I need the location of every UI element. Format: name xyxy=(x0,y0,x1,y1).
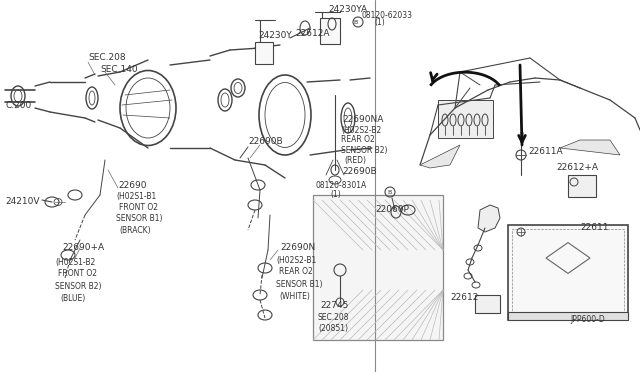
Bar xyxy=(320,18,340,44)
Text: 22690+A: 22690+A xyxy=(62,244,104,253)
Text: 22690N: 22690N xyxy=(280,244,316,253)
Text: REAR O2: REAR O2 xyxy=(279,267,313,276)
Text: 22612+A: 22612+A xyxy=(556,164,598,173)
Text: SENSOR B1): SENSOR B1) xyxy=(276,279,323,289)
Bar xyxy=(568,175,596,197)
Text: 24210V: 24210V xyxy=(5,198,40,206)
Text: B: B xyxy=(388,189,392,195)
Bar xyxy=(438,100,493,138)
Text: SENSOR B1): SENSOR B1) xyxy=(116,215,163,224)
Text: (H02S1-B1: (H02S1-B1 xyxy=(116,192,156,202)
Text: SEC.208: SEC.208 xyxy=(318,312,349,321)
Text: SENSOR B2): SENSOR B2) xyxy=(55,282,102,291)
Text: 22612: 22612 xyxy=(450,294,478,302)
Text: (H02S2-B1: (H02S2-B1 xyxy=(276,256,316,264)
Bar xyxy=(255,42,273,64)
Text: (H02S1-B2: (H02S1-B2 xyxy=(55,257,95,266)
Bar xyxy=(512,229,624,316)
Text: SEC.140: SEC.140 xyxy=(100,65,138,74)
Text: 22690B: 22690B xyxy=(342,167,376,176)
Text: (20851): (20851) xyxy=(318,324,348,333)
Bar xyxy=(508,312,628,320)
Text: 22612A: 22612A xyxy=(295,29,330,38)
Text: (BLUE): (BLUE) xyxy=(60,294,85,302)
Text: 22690: 22690 xyxy=(118,180,147,189)
Text: B: B xyxy=(354,19,358,25)
Text: (BRACK): (BRACK) xyxy=(119,225,150,234)
Text: 22060P: 22060P xyxy=(375,205,409,215)
Polygon shape xyxy=(420,145,460,168)
Text: 22611: 22611 xyxy=(580,224,609,232)
Text: FRONT O2: FRONT O2 xyxy=(58,269,97,279)
Text: 22745: 22745 xyxy=(320,301,348,310)
Text: C.200: C.200 xyxy=(5,100,31,109)
Text: 22690NA: 22690NA xyxy=(342,115,383,125)
Text: SEC.208: SEC.208 xyxy=(88,54,125,62)
Text: (WHITE): (WHITE) xyxy=(279,292,310,301)
Text: 22611A: 22611A xyxy=(528,148,563,157)
Text: SENSOR B2): SENSOR B2) xyxy=(341,145,387,154)
Polygon shape xyxy=(560,140,620,155)
Text: FRONT O2: FRONT O2 xyxy=(119,203,158,212)
Bar xyxy=(508,225,628,320)
Text: (1): (1) xyxy=(330,190,340,199)
Text: 24230YA: 24230YA xyxy=(328,6,367,15)
Text: JPP600-D: JPP600-D xyxy=(570,315,605,324)
Polygon shape xyxy=(478,205,500,232)
Text: REAR O2: REAR O2 xyxy=(341,135,375,144)
Text: 08120-62033: 08120-62033 xyxy=(362,10,413,19)
Text: 22690B: 22690B xyxy=(248,138,283,147)
Text: 24230Y: 24230Y xyxy=(258,31,292,39)
Text: 08120-8301A: 08120-8301A xyxy=(315,180,366,189)
Text: (1): (1) xyxy=(374,17,385,26)
Text: (RED): (RED) xyxy=(344,155,366,164)
Bar xyxy=(313,195,443,340)
Bar xyxy=(475,295,500,313)
Text: (H02S2-B2: (H02S2-B2 xyxy=(341,125,381,135)
